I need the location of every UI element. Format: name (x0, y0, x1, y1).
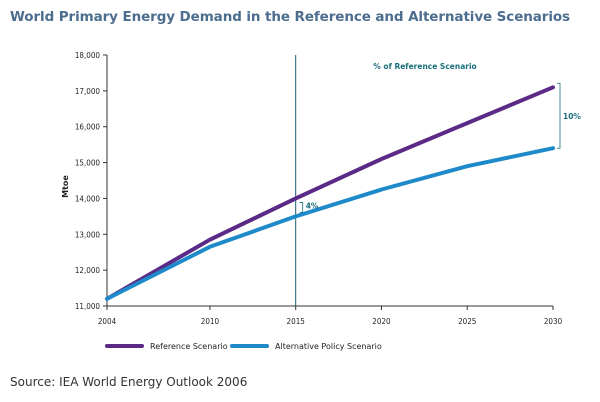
annotation-gap-2015: 4% (306, 201, 319, 210)
legend-label-alternative-policy: Alternative Policy Scenario (275, 342, 382, 351)
x-tick-label: 2030 (544, 317, 563, 326)
legend-label-reference: Reference Scenario (150, 342, 228, 351)
legend: Reference Scenario Alternative Policy Sce… (105, 342, 382, 351)
y-tick-label: 17,000 (75, 87, 101, 96)
tick-labels: 11,000 12,000 13,000 14,000 15,000 16,000 17,0… (61, 51, 563, 326)
annotation-header: % of Reference Scenario (373, 62, 476, 71)
source-note: Source: IEA World Energy Outlook 2006 (10, 375, 248, 389)
bracket-2015 (299, 202, 304, 213)
series-lines (105, 85, 555, 301)
annotation-gap-2030: 10% (563, 112, 581, 121)
x-tick-label: 2004 (98, 317, 117, 326)
series-line-alternative-policy (105, 146, 555, 301)
y-tick-label: 15,000 (75, 159, 101, 168)
chart-title: World Primary Energy Demand in the Refer… (10, 9, 570, 25)
y-tick-label: 13,000 (75, 230, 101, 239)
y-axis-label: Mtoe (61, 175, 70, 198)
y-tick-label: 18,000 (75, 51, 101, 60)
x-tick-label: 2010 (201, 317, 220, 326)
y-tick-label: 12,000 (75, 266, 101, 275)
y-tick-label: 14,000 (75, 194, 101, 203)
x-tick-label: 2015 (287, 317, 305, 326)
y-tick-label: 16,000 (75, 123, 101, 132)
x-tick-label: 2020 (372, 317, 391, 326)
series-line-reference (105, 85, 555, 301)
bracket-2030 (557, 82, 561, 149)
axes (103, 54, 554, 310)
y-tick-label: 11,000 (75, 302, 101, 311)
x-tick-label: 2025 (458, 317, 476, 326)
annotations: % of Reference Scenario 4% 10% (299, 62, 581, 213)
